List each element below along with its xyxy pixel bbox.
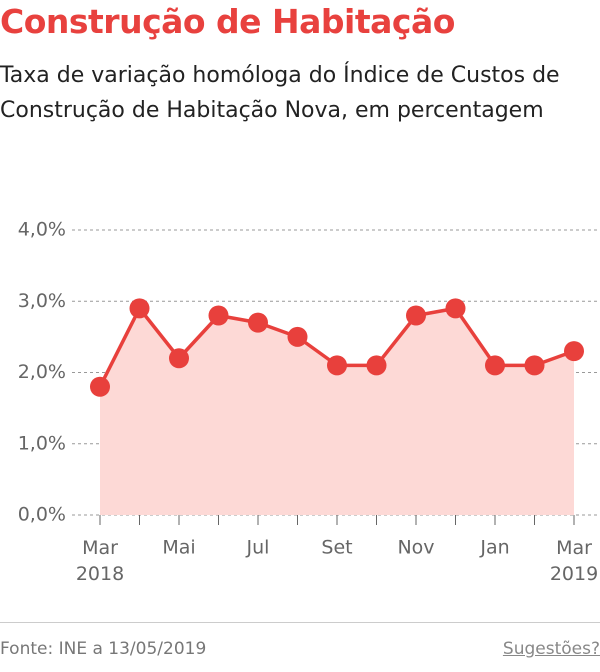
point <box>406 305 426 326</box>
x-tick-label: Mar 2018 <box>76 537 124 585</box>
point <box>287 326 308 347</box>
y-tick-label: 2,0% <box>18 361 66 383</box>
chart: 0,0% 1,0% 2,0% 3,0% 4,0% Mar 2018 Mai Jul Set Nov J… <box>18 219 600 585</box>
point <box>564 341 584 362</box>
point <box>327 355 347 376</box>
chart-title: Construção de Habitação <box>0 2 455 41</box>
x-tick-label: Jan <box>479 537 509 559</box>
point <box>169 348 189 369</box>
x-tick-label: Nov <box>397 537 434 559</box>
point <box>208 305 229 326</box>
point <box>129 298 150 319</box>
y-tick-label: 3,0% <box>18 290 66 312</box>
x-tick-label: Jul <box>246 537 270 559</box>
source: Fonte: INE a 13/05/2019 <box>0 639 207 659</box>
point <box>366 355 387 376</box>
point <box>248 312 268 333</box>
x-tick-label: Mar 2019 <box>550 537 598 585</box>
footer: Fonte: INE a 13/05/2019 Sugestões? <box>0 622 600 659</box>
point <box>524 355 545 376</box>
y-tick-label: 0,0% <box>18 504 66 526</box>
area <box>100 308 574 515</box>
point <box>485 355 505 376</box>
point <box>90 376 110 397</box>
y-tick-label: 1,0% <box>18 432 66 454</box>
point <box>445 298 466 319</box>
chart-subtitle: Taxa de variação homóloga do Índice de C… <box>0 63 560 123</box>
suggestions-link[interactable]: Sugestões? <box>502 639 600 659</box>
y-tick-label: 4,0% <box>18 219 66 241</box>
x-tick-label: Set <box>321 537 352 559</box>
x-tick-label: Mai <box>162 537 195 559</box>
